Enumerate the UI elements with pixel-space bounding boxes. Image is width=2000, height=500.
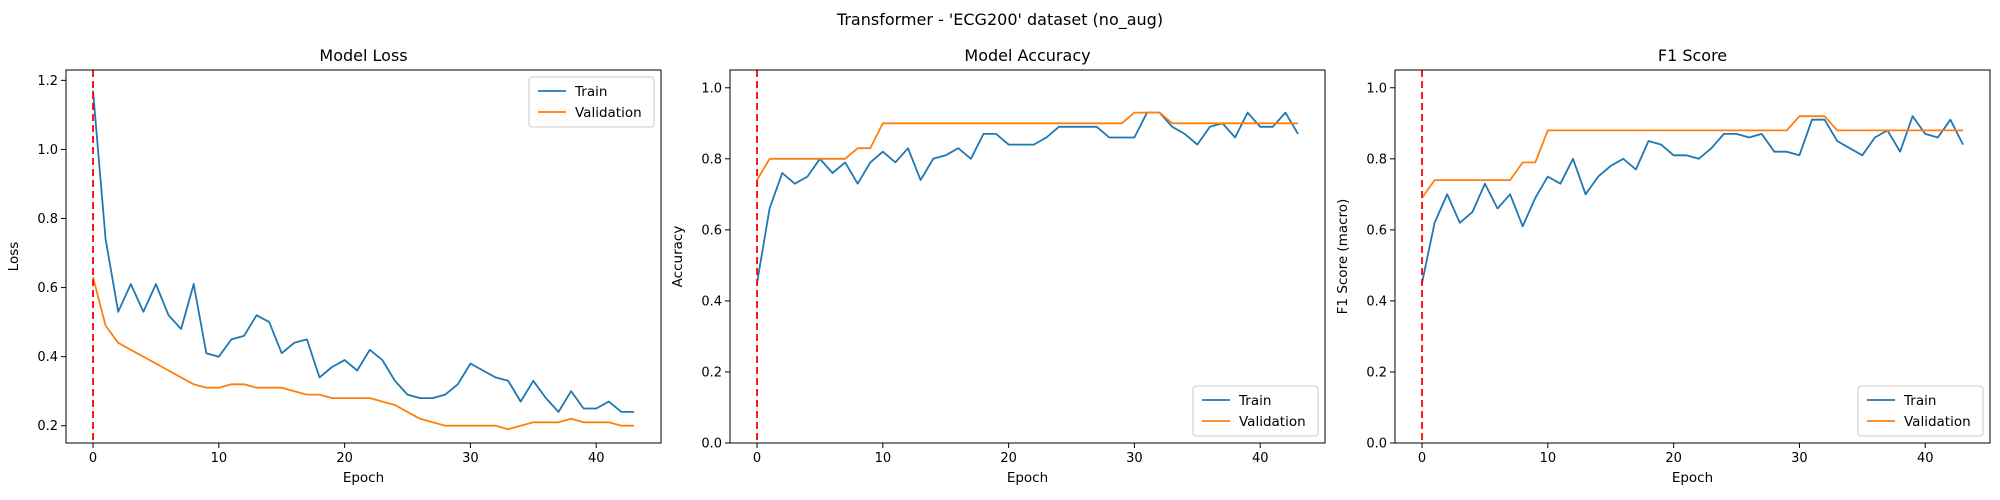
x-tick-label: 0 [1418,451,1426,466]
y-axis-label: Loss [6,242,22,272]
legend: Train Validation [1192,385,1319,437]
legend-box [1192,385,1319,437]
x-tick-label: 10 [875,451,892,466]
legend-label-train: Train [1238,393,1271,409]
y-tick-label: 0.2 [37,419,58,434]
legend-label-validation: Validation [575,105,642,121]
legend-box [1857,385,1984,437]
y-tick-label: 0.2 [1366,365,1387,380]
chart-title: Model Accuracy [964,46,1090,65]
x-tick-label: 40 [1917,451,1934,466]
plot-frame [729,69,1326,444]
y-tick-label: 0.8 [1366,152,1387,167]
y-tick-label: 0.8 [37,212,58,227]
x-tick-label: 0 [89,451,97,466]
legend: Train Validation [528,76,655,128]
x-tick-label: 10 [211,451,228,466]
series-line-train [1421,115,1964,284]
legend-label-train: Train [574,84,607,100]
plot-frame [1394,69,1991,444]
y-tick-label: 0.6 [701,223,722,238]
x-tick-label: 30 [1126,451,1143,466]
y-tick-label: 0.0 [701,437,722,452]
y-tick-label: 0.4 [1366,294,1387,309]
x-tick-label: 40 [588,451,605,466]
y-tick-label: 0.6 [1366,223,1387,238]
series-line-train [92,90,634,413]
y-axis-label: Accuracy [670,226,686,288]
figure-suptitle: Transformer - 'ECG200' dataset (no_aug) [836,10,1163,30]
y-tick-label: 0.0 [1366,437,1387,452]
x-tick-label: 0 [753,451,761,466]
legend-box [528,76,655,128]
y-tick-label: 0.8 [701,152,722,167]
y-tick-label: 1.0 [1366,81,1387,96]
chart-title: Model Loss [319,46,407,65]
legend: Train Validation [1857,385,1984,437]
y-tick-label: 0.4 [701,294,722,309]
y-axis-label: F1 Score (macro) [1335,199,1351,315]
series-line-validation [92,276,634,431]
legend-label-validation: Validation [1239,414,1306,430]
series-line-train [756,111,1299,284]
chart-panel-3: F1 Score 0 10 20 30 40 0.0 0.2 0.4 0.6 0.8 1.0 Epoch… [1335,46,1991,486]
chart-title: F1 Score [1658,46,1727,65]
chart-panel-1: Model Loss 0 10 20 30 40 0.2 0.4 0.6 0.8 1.0 1.2 Epo… [6,46,662,486]
plot-frame [65,69,662,444]
y-tick-label: 1.0 [37,143,58,158]
y-tick-label: 0.4 [37,350,58,365]
series-line-validation [756,111,1298,181]
x-tick-label: 20 [336,451,353,466]
y-tick-label: 0.2 [701,365,722,380]
x-tick-label: 20 [1665,451,1682,466]
chart-panel-2: Model Accuracy 0 10 20 30 40 0.0 0.2 0.4 0.6 0.8 1.… [670,46,1326,486]
series-line-validation [1421,115,1963,199]
y-tick-label: 1.2 [37,74,58,89]
x-axis-label: Epoch [1672,470,1713,486]
x-tick-label: 30 [1791,451,1808,466]
x-axis-label: Epoch [1007,470,1048,486]
y-tick-label: 1.0 [701,81,722,96]
y-tick-label: 0.6 [37,281,58,296]
legend-label-validation: Validation [1904,414,1971,430]
x-tick-label: 20 [1000,451,1017,466]
x-tick-label: 10 [1540,451,1557,466]
x-tick-label: 30 [462,451,479,466]
legend-label-train: Train [1903,393,1936,409]
x-axis-label: Epoch [343,470,384,486]
x-tick-label: 40 [1252,451,1269,466]
